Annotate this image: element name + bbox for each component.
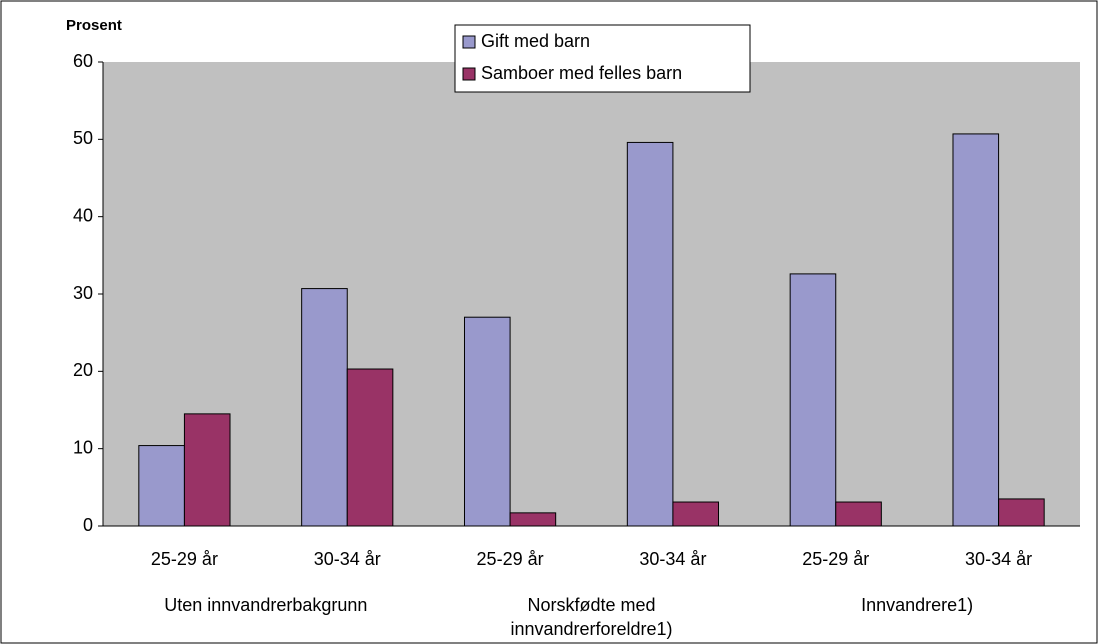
- bar: [509, 512, 557, 527]
- bar: [789, 273, 837, 527]
- y-tick-label: 50: [73, 128, 93, 148]
- bar: [301, 288, 348, 527]
- legend-swatch: [462, 35, 476, 49]
- bar: [952, 133, 1000, 527]
- y-tick-label: 40: [73, 205, 93, 225]
- x-tick-label: 25-29 år: [151, 549, 218, 569]
- bar: [835, 501, 882, 527]
- x-tick-label: 25-29 år: [802, 549, 869, 569]
- y-tick-label: 30: [73, 283, 93, 303]
- x-tick-label: 30-34 år: [965, 549, 1032, 569]
- y-axis-label: Prosent: [66, 17, 122, 34]
- x-tick-label: 25-29 år: [477, 549, 544, 569]
- bar: [672, 501, 720, 527]
- bar: [183, 413, 231, 527]
- bar: [138, 445, 185, 527]
- group-label: Norskfødte med innvandrerforeldre1): [510, 595, 673, 639]
- legend-label: Samboer med felles barn: [481, 63, 682, 83]
- x-tick-label: 30-34 år: [639, 549, 706, 569]
- legend-swatch: [462, 67, 476, 81]
- group-label: Innvandrere1): [861, 595, 974, 615]
- y-tick-label: 10: [73, 437, 93, 457]
- bar: [346, 368, 394, 527]
- bar: [998, 498, 1045, 527]
- bar: [463, 316, 511, 527]
- bar: [626, 141, 674, 527]
- y-tick-label: 20: [73, 360, 93, 380]
- y-tick-label: 60: [73, 51, 93, 71]
- y-tick-label: 0: [83, 515, 93, 535]
- plot-area: [103, 62, 1080, 526]
- legend-label: Gift med barn: [481, 31, 590, 51]
- group-label: Uten innvandrerbakgrunn: [164, 595, 368, 615]
- x-tick-label: 30-34 år: [314, 549, 381, 569]
- legend-box: [454, 24, 751, 93]
